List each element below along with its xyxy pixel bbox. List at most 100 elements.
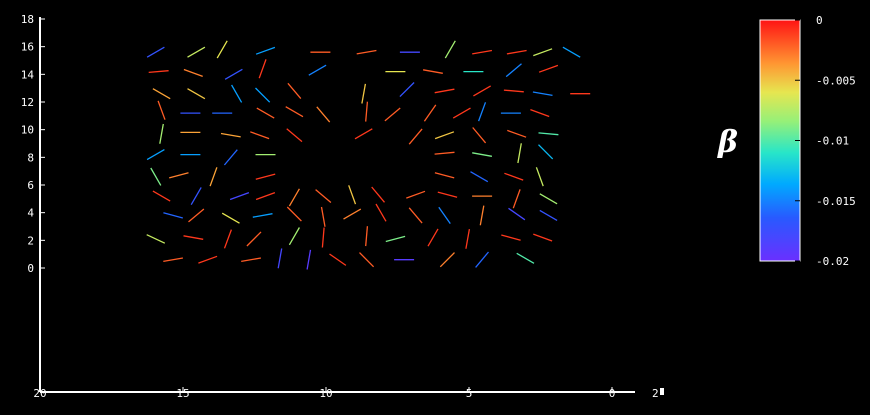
field-segment — [375, 203, 387, 222]
field-segment — [146, 149, 165, 161]
y-tick-label: 18 — [21, 13, 34, 26]
field-segment — [532, 91, 553, 97]
field-segment — [422, 69, 443, 74]
colorbar-tick-label: -0.01 — [816, 135, 849, 148]
y-tick-label: 2 — [27, 234, 34, 247]
field-segment — [255, 46, 276, 55]
field-segment — [277, 248, 283, 269]
field-segment — [472, 127, 487, 144]
field-segment — [288, 188, 300, 207]
y-tick-label: 8 — [27, 151, 34, 164]
field-segment — [231, 84, 243, 103]
field-segment — [438, 206, 451, 224]
field-segment — [188, 208, 205, 223]
field-segment — [255, 87, 271, 103]
field-segment — [320, 206, 326, 227]
field-segment — [371, 186, 385, 203]
field-segment — [385, 235, 406, 243]
field-segment — [408, 207, 423, 224]
field-segment — [286, 128, 303, 143]
field-segment — [146, 46, 165, 58]
x-tick-label: 10 — [319, 387, 332, 400]
field-segment — [399, 82, 415, 98]
field-segment — [348, 185, 357, 205]
colorbar-gradient — [759, 19, 801, 262]
x-tick-label: 5 — [466, 387, 473, 400]
field-segment — [562, 46, 581, 58]
field-segment — [504, 172, 524, 181]
field-segment — [501, 234, 521, 241]
axes: 0 2 4 6 8 10 12 14 16 18 20 15 10 5 0 2 — [21, 13, 664, 400]
field-segment — [516, 252, 535, 264]
field-segment — [472, 152, 493, 157]
field-segment — [356, 49, 377, 55]
field-segment — [163, 212, 183, 219]
field-segment — [209, 167, 218, 187]
field-segment — [365, 226, 369, 247]
z-axis-label: 2 — [652, 387, 659, 400]
field-segment — [535, 167, 544, 187]
field-segment — [306, 249, 312, 270]
field-segment — [229, 191, 250, 201]
field-segment — [152, 88, 171, 100]
field-segment — [427, 228, 439, 247]
field-segment — [538, 144, 554, 160]
y-tick-label: 14 — [21, 68, 35, 81]
y-tick-label: 12 — [21, 96, 34, 109]
field-segment — [477, 102, 487, 122]
field-segment — [472, 49, 493, 55]
y-tick-label: 6 — [27, 179, 34, 192]
field-segment — [316, 106, 331, 123]
field-segment — [434, 131, 455, 140]
field-segment — [452, 107, 471, 119]
field-segment — [539, 193, 558, 205]
field-segment — [321, 227, 325, 248]
x-tick-label: 15 — [176, 387, 189, 400]
colorbar-tick-label: -0.015 — [816, 195, 856, 208]
colorbar-title: β — [717, 125, 738, 160]
field-segment — [221, 212, 240, 224]
field-segment — [354, 128, 373, 140]
field-segment — [530, 108, 550, 118]
field-segment — [255, 173, 276, 180]
field-segment — [246, 231, 262, 247]
field-segment — [150, 167, 162, 186]
colorbar-tick-label: 0 — [816, 14, 823, 27]
colorbar-tick-label: -0.005 — [816, 74, 856, 87]
field-segment — [250, 131, 270, 140]
x-tick-label: 20 — [33, 387, 46, 400]
field-segment — [434, 88, 455, 94]
field-segment — [437, 191, 458, 198]
field-segment — [285, 106, 304, 118]
field-segment — [183, 235, 204, 240]
field-segment — [408, 128, 423, 145]
field-segment — [308, 64, 327, 76]
z-axis-cursor — [660, 388, 664, 395]
field-segment — [434, 151, 455, 155]
segment-layer — [146, 40, 591, 270]
field-segment — [190, 187, 202, 206]
field-segment — [288, 227, 300, 246]
field-segment — [187, 88, 206, 100]
field-segment — [224, 68, 243, 80]
field-segment — [216, 40, 228, 59]
field-segment — [198, 255, 218, 264]
field-segment — [384, 107, 401, 122]
field-segment — [365, 101, 369, 122]
field-segment — [187, 46, 206, 58]
colorbar-tick-label: -0.02 — [816, 255, 849, 268]
field-segment — [475, 251, 489, 268]
field-segment — [470, 171, 489, 183]
field-segment — [506, 49, 527, 55]
field-segment — [286, 206, 302, 222]
field-segment — [152, 190, 171, 202]
field-segment — [406, 190, 426, 199]
y-tick-label: 10 — [21, 124, 34, 137]
field-segment — [503, 89, 524, 93]
y-tick-label: 0 — [27, 262, 34, 275]
field-segment — [539, 209, 558, 221]
field-segment — [223, 229, 233, 249]
field-segment — [241, 257, 262, 263]
field-segment — [533, 48, 553, 57]
